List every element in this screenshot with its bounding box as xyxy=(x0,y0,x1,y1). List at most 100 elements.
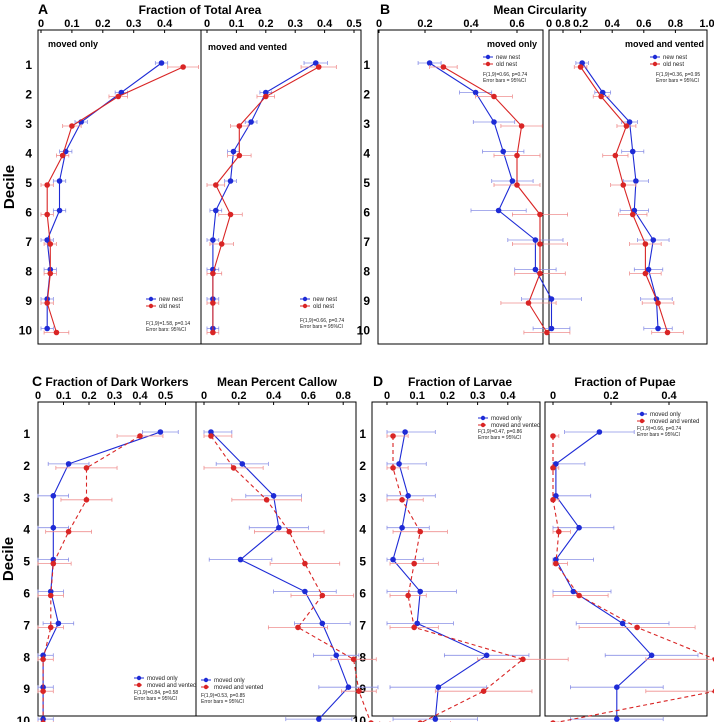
data-point xyxy=(399,497,405,503)
data-point xyxy=(550,497,556,503)
data-point xyxy=(623,123,630,129)
data-point xyxy=(553,560,559,567)
panel-c-decile-tick: 3 xyxy=(23,491,30,505)
legend-entry: new nest xyxy=(159,297,183,303)
stat-annotation: F(1,9)=0.36, p=0.95 xyxy=(656,72,700,78)
data-point xyxy=(286,528,293,535)
data-point xyxy=(399,524,405,531)
series-line-red xyxy=(212,66,319,333)
data-point xyxy=(525,300,532,306)
panel-d-decile-tick: 4 xyxy=(359,523,366,537)
data-point xyxy=(417,588,424,595)
data-point xyxy=(553,461,559,467)
data-point xyxy=(44,300,50,306)
legend-entry: moved and vented xyxy=(650,419,699,425)
panel-c-title-left: Fraction of Dark Workers xyxy=(45,375,188,389)
legend-entry: old nest xyxy=(663,62,684,68)
panel-d-left-x-tick-label: 0 xyxy=(384,390,390,402)
panel-a-decile-tick: 9 xyxy=(25,294,32,308)
stat-annotation: F(1,9)=0.47, p=0.86 xyxy=(478,429,522,435)
series-line-blue xyxy=(42,431,161,720)
data-point xyxy=(302,560,308,567)
panel-b-right-x-tick-label: 0.6 xyxy=(636,18,651,30)
data-point xyxy=(47,270,54,277)
data-point xyxy=(210,329,216,336)
data-point xyxy=(55,620,62,627)
legend-marker xyxy=(203,677,209,683)
panel-c-left-frame xyxy=(37,401,197,717)
legend-entry: moved and vented xyxy=(491,423,540,429)
data-point xyxy=(532,237,539,243)
data-point xyxy=(350,656,357,663)
panel-a-right-x-tick-label: 0.5 xyxy=(346,18,361,30)
data-point xyxy=(65,461,72,467)
legend-marker xyxy=(480,415,486,421)
data-point xyxy=(59,152,66,159)
panel-c-left-x-tick-label: 0.3 xyxy=(107,390,122,402)
panel-a-decile-tick: 10 xyxy=(19,324,33,338)
panel-a-left-x-tick-label: 0.4 xyxy=(157,18,173,30)
data-point xyxy=(230,465,237,471)
data-point xyxy=(626,119,633,125)
data-point xyxy=(576,524,582,531)
data-point xyxy=(614,684,620,690)
data-point xyxy=(157,429,164,435)
panel-a-decile-tick: 3 xyxy=(25,117,32,131)
panel-a-title: Fraction of Total Area xyxy=(139,3,262,17)
data-point xyxy=(236,152,243,159)
legend-marker xyxy=(203,684,209,690)
data-point xyxy=(570,588,577,595)
data-point xyxy=(65,528,72,535)
data-point xyxy=(480,688,487,694)
series-line-blue xyxy=(212,62,317,329)
series-line-blue xyxy=(210,431,350,720)
panel-c-decile-tick: 5 xyxy=(23,555,30,569)
stat-annotation: Error bars = 95%CI xyxy=(478,435,521,441)
legend-marker xyxy=(639,411,645,417)
data-point xyxy=(319,592,326,599)
panel-b-left-label: moved only xyxy=(487,39,537,49)
panel-b-decile-tick: 3 xyxy=(363,117,370,131)
series-line-red xyxy=(443,66,548,333)
panel-a-decile-tick: 4 xyxy=(25,147,32,161)
data-point xyxy=(44,182,50,188)
data-point xyxy=(548,296,555,302)
legend-marker xyxy=(148,296,154,302)
panel-d-decile-tick: 1 xyxy=(359,427,366,441)
panel-b-decile-tick: 10 xyxy=(357,324,371,338)
data-point xyxy=(620,182,627,188)
data-point xyxy=(518,123,525,129)
data-point xyxy=(537,270,543,277)
panel-c-decile-tick: 2 xyxy=(23,459,30,473)
panel-b-right-x-tick-label: 0.2 xyxy=(573,18,588,30)
panel-c-decile-tick: 10 xyxy=(17,714,31,722)
legend-marker xyxy=(136,675,142,681)
panel-b-left-x-tick-label: 0.4 xyxy=(463,18,479,30)
data-point xyxy=(633,178,639,184)
panel-b-left-frame xyxy=(377,29,544,345)
panel-b-right-x-tick-label: 0.8 xyxy=(668,18,683,30)
data-point xyxy=(642,270,649,277)
data-point xyxy=(556,528,562,535)
panel-b-right-x-tick-label: 0 xyxy=(546,18,552,30)
data-point xyxy=(180,64,186,70)
data-point xyxy=(227,211,234,218)
data-point xyxy=(396,461,402,467)
panel-d-decile-tick: 3 xyxy=(359,491,366,505)
series-line-blue xyxy=(392,431,488,720)
data-point xyxy=(472,89,479,96)
data-point xyxy=(53,329,60,336)
panel-d-left-x-tick-label: 0.2 xyxy=(440,390,455,402)
series-line-blue xyxy=(46,62,162,329)
panel-c-letter: C xyxy=(32,373,42,389)
data-point xyxy=(50,560,57,567)
data-point xyxy=(491,93,497,100)
data-point xyxy=(227,178,234,184)
panel-d-right-frame xyxy=(544,401,708,717)
data-point xyxy=(514,182,520,188)
data-point xyxy=(210,300,216,306)
panel-a-right-x-tick-label: 0.4 xyxy=(317,18,333,30)
data-point xyxy=(509,178,516,184)
data-point xyxy=(47,241,54,247)
data-point xyxy=(642,241,649,247)
